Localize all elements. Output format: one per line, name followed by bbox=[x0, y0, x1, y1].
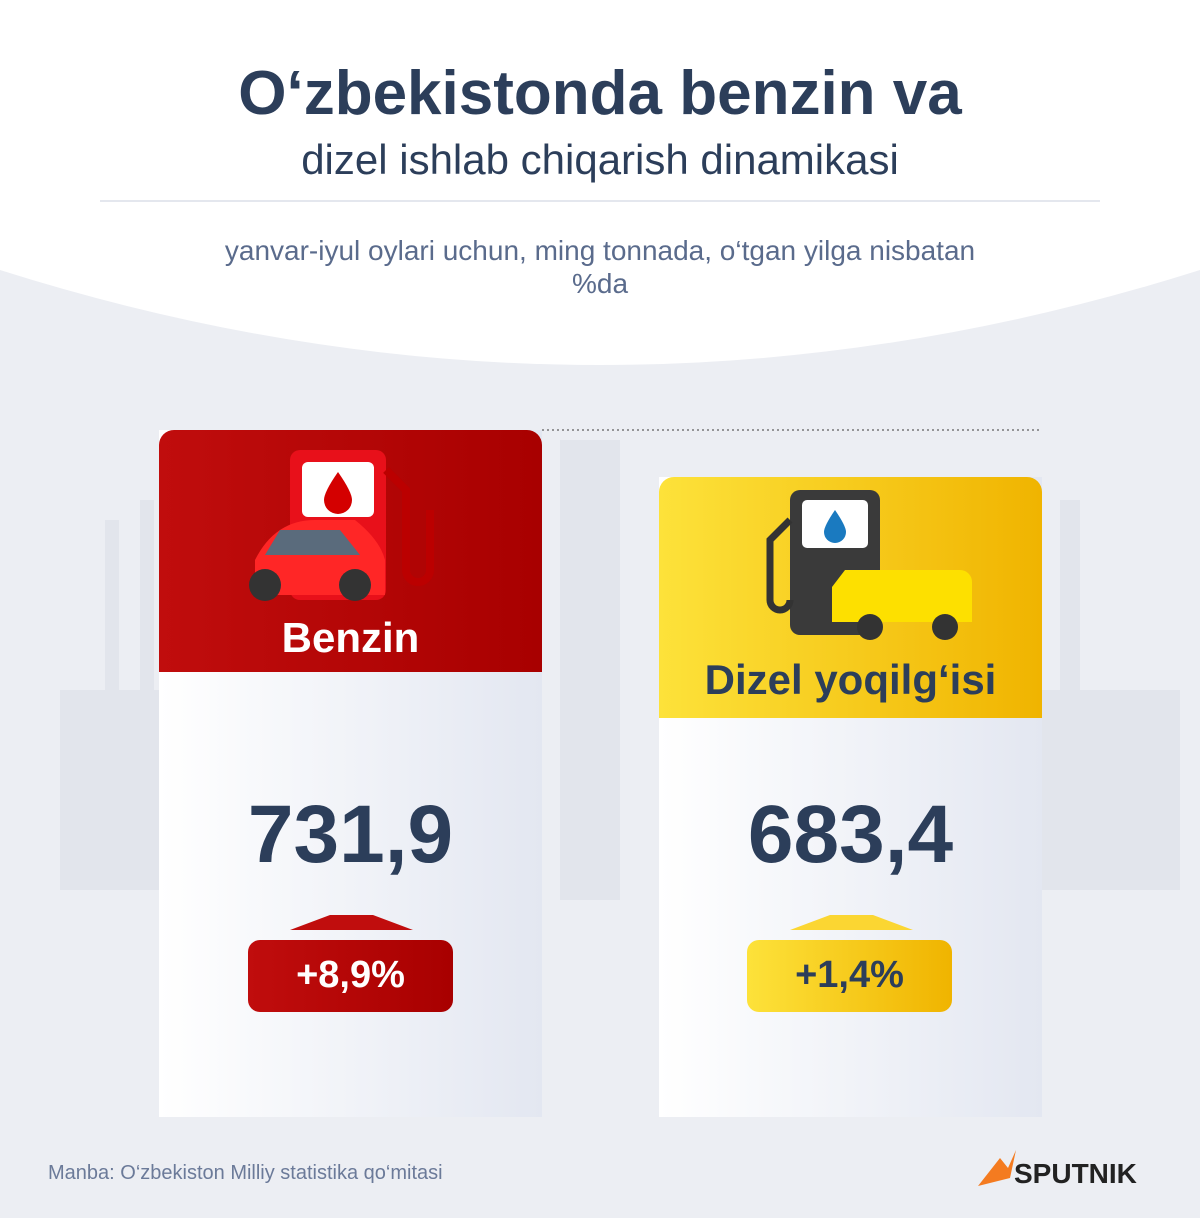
factory-silhouette bbox=[60, 440, 1180, 900]
card-change: +8,9% bbox=[296, 954, 405, 996]
up-arrow bbox=[290, 915, 413, 930]
card-label: Dizel yoqilg‘isi bbox=[704, 656, 997, 703]
brand-logo bbox=[978, 1150, 1016, 1186]
fuel-icon bbox=[249, 450, 434, 601]
note: yanvar-iyul oylari uchun, ming tonnada, … bbox=[224, 235, 976, 299]
subtitle: dizel ishlab chiqarish dinamikasi bbox=[301, 136, 899, 183]
change-badge bbox=[747, 940, 952, 1012]
card-label: Benzin bbox=[281, 614, 420, 661]
title: O‘zbekistonda benzin va bbox=[238, 59, 962, 128]
card-value: 731,9 bbox=[247, 789, 454, 880]
change-badge bbox=[248, 940, 453, 1012]
diesel-icon bbox=[766, 490, 972, 640]
card-value: 683,4 bbox=[747, 789, 954, 880]
card-change: +1,4% bbox=[795, 954, 904, 996]
bg-curve bbox=[0, 0, 1200, 365]
brand: SPUTNIK bbox=[1014, 1158, 1137, 1189]
up-arrow bbox=[790, 915, 913, 930]
source: Manba: O‘zbekiston Milliy statistika qo‘… bbox=[48, 1162, 443, 1184]
